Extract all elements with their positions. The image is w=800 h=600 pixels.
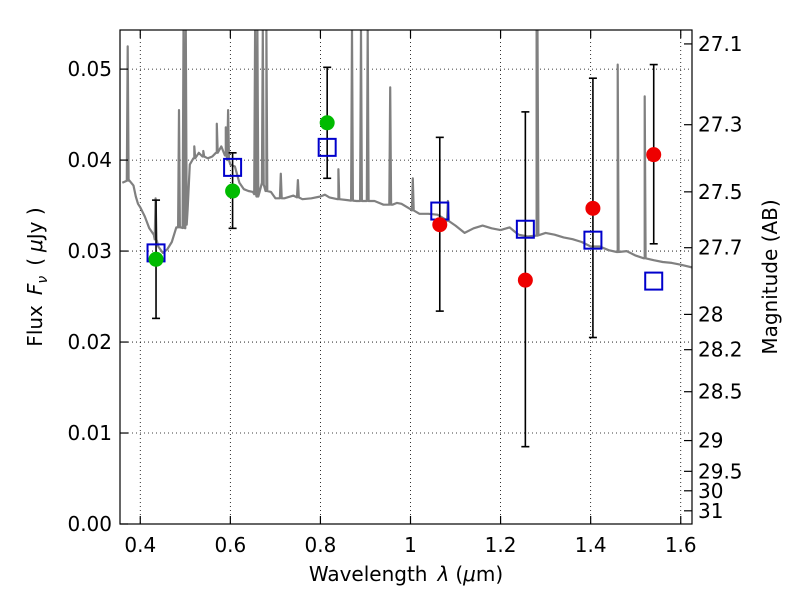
y-tick-label: 0.04 [67,148,112,172]
y2-tick-label: 28 [698,302,723,326]
model-point [583,230,603,250]
red-data-point [646,147,662,163]
x-axis-label: Wavelength λ (μm) [309,562,503,586]
y-tick-label: 0.03 [67,239,112,263]
y2-tick-label: 29.5 [698,459,743,483]
model-spectrum-line [121,30,692,269]
y2-tick-label: 29 [698,429,723,453]
x-tick-label: 1.6 [665,533,697,557]
y-tick-label: 0.00 [67,512,112,536]
grid [120,30,692,524]
axis-ticks: 0.4 0.6 0.8 1 1.2 1.4 1.6 0.00 0.01 0.02 0.03 0.04 0… [67,30,743,557]
plot-area [121,30,692,448]
y2-tick-label: 27.3 [698,113,743,137]
model-point [317,137,337,157]
y-tick-label: 0.05 [67,57,112,81]
y2-tick-label: 27.5 [698,180,743,204]
x-tick-label: 0.4 [124,533,156,557]
y-tick-label: 0.02 [67,330,112,354]
red-data-point [585,200,601,216]
y2-tick-label: 30 [698,479,723,503]
green-data-point [319,115,335,131]
red-data-point [432,217,448,233]
x-tick-label: 1.4 [575,533,607,557]
x-tick-label: 1 [404,533,417,557]
plot-frame [119,29,693,525]
y2-axis-label: Magnitude (AB) [758,199,782,354]
model-point [644,271,664,291]
y2-tick-label: 27.7 [698,236,743,260]
x-tick-label: 0.6 [214,533,246,557]
green-data-point [225,183,241,199]
red-data-point [517,272,533,288]
model-point [515,219,535,239]
y2-tick-label: 27.1 [698,32,743,56]
y2-tick-label: 28.2 [698,338,743,362]
y2-tick-label: 28.5 [698,380,743,404]
green-data-point [148,251,164,267]
model-point [223,157,243,177]
y-axis-label: FluxFν(μJy ) [23,207,51,346]
x-tick-label: 1.2 [485,533,517,557]
y-tick-label: 0.01 [67,421,112,445]
y2-tick-label: 31 [698,499,723,523]
x-tick-label: 0.8 [305,533,337,557]
